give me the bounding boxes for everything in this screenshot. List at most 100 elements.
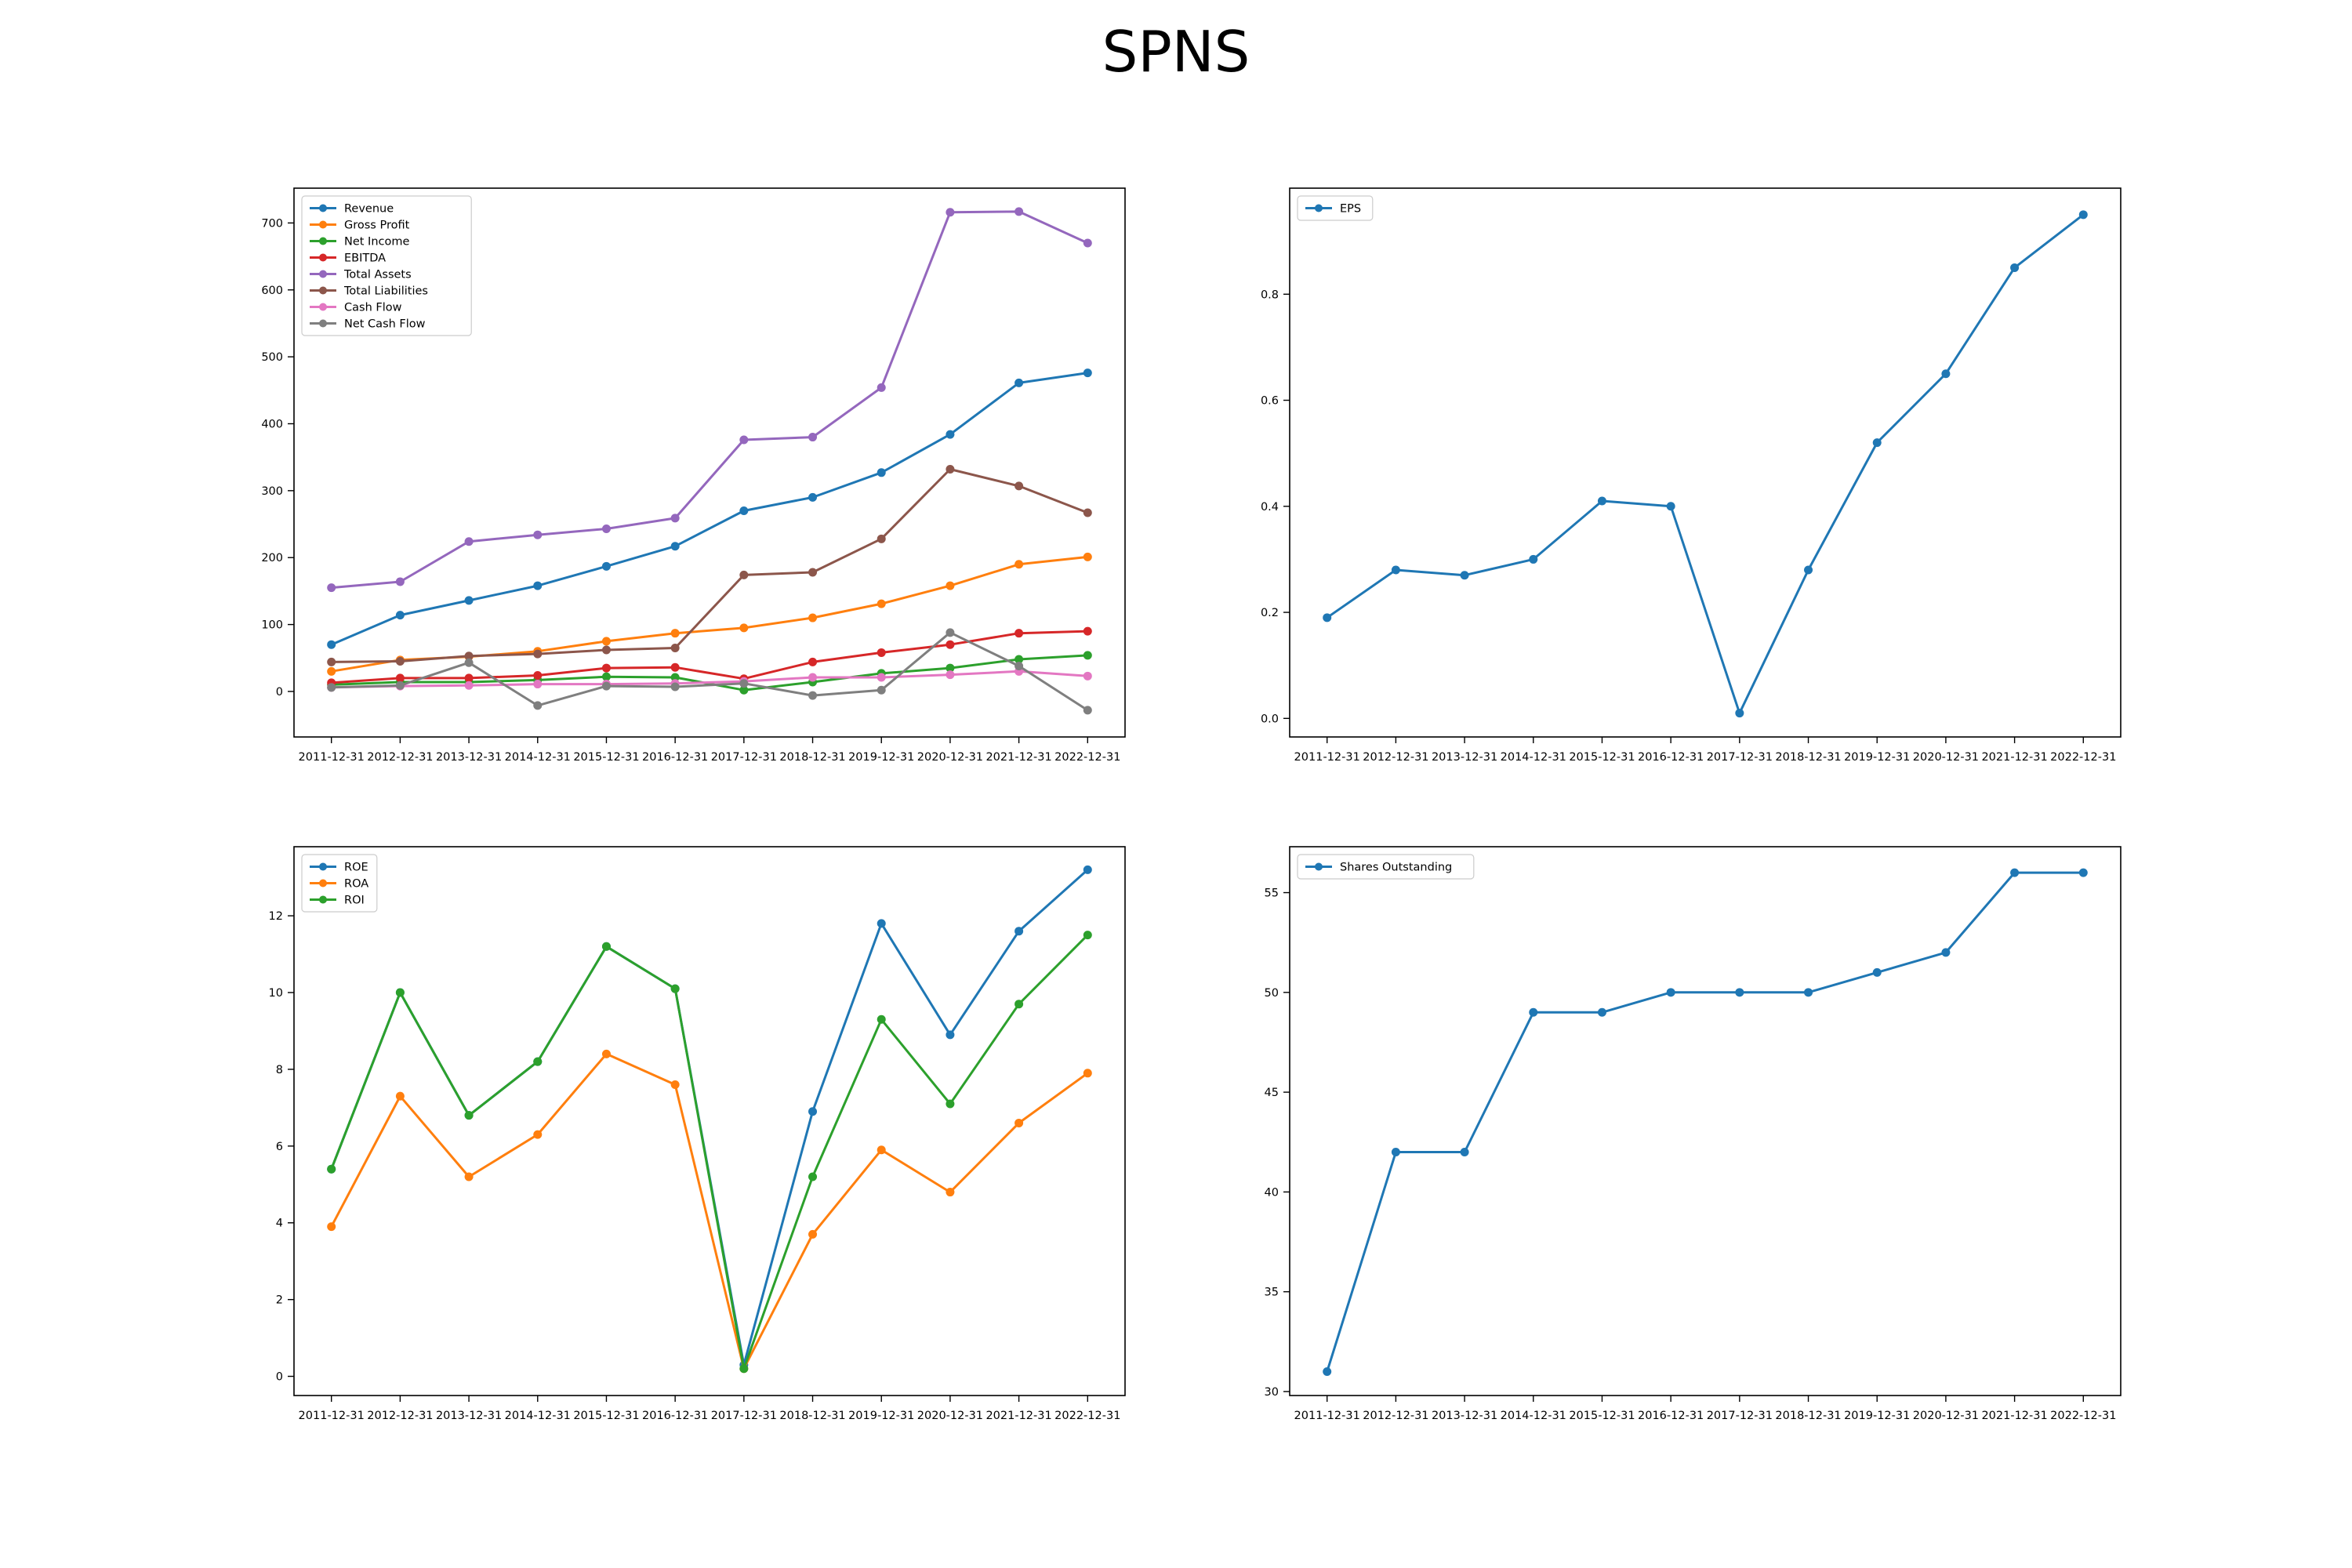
y-tick-label: 4 [276, 1218, 283, 1230]
data-point [464, 673, 474, 683]
legend-label: Total Assets [343, 269, 412, 281]
x-tick-label: 2016-12-31 [1638, 751, 1704, 764]
data-point [808, 657, 818, 666]
data-point [1666, 988, 1675, 997]
x-tick-label: 2016-12-31 [642, 1410, 708, 1422]
x-tick-label: 2012-12-31 [1363, 751, 1428, 764]
y-tick-label: 0 [276, 686, 283, 699]
legend-marker [319, 253, 327, 262]
x-tick-label: 2011-12-31 [1294, 751, 1360, 764]
data-point [808, 691, 818, 700]
y-tick-label: 45 [1265, 1087, 1279, 1099]
data-point [533, 680, 543, 689]
data-point [670, 662, 680, 672]
data-point [533, 530, 543, 539]
data-point [1083, 508, 1092, 517]
data-point [1014, 927, 1024, 936]
y-tick-label: 500 [261, 351, 283, 364]
data-point [877, 919, 886, 928]
y-tick-label: 55 [1265, 887, 1279, 900]
data-point [946, 640, 955, 649]
series-line [331, 210, 1088, 590]
y-tick-label: 0.0 [1261, 713, 1279, 725]
data-point [808, 1172, 818, 1181]
data-point [464, 681, 474, 690]
data-point [670, 1080, 680, 1089]
data-point [327, 683, 336, 692]
legend: Shares Outstanding [1297, 854, 1475, 880]
legend: EPS [1297, 195, 1374, 221]
data-point [1872, 438, 1882, 448]
y-tick-label: 30 [1265, 1386, 1279, 1399]
data-point [808, 1229, 818, 1239]
data-point [395, 673, 405, 683]
series-roi [327, 931, 1092, 1374]
x-tick-label: 2012-12-31 [1363, 1410, 1428, 1422]
data-point [327, 666, 336, 676]
legend-marker [319, 319, 327, 328]
data-point [1083, 1069, 1092, 1078]
data-point [808, 673, 818, 682]
data-point [1014, 1000, 1024, 1009]
series-roa [327, 1049, 1092, 1374]
data-point [739, 623, 749, 633]
data-point [1083, 671, 1092, 681]
data-point [601, 524, 611, 534]
data-point [946, 208, 955, 217]
data-point [1323, 1367, 1332, 1376]
data-point [1083, 706, 1092, 715]
data-point [464, 1111, 474, 1120]
data-point [946, 663, 955, 673]
data-point [877, 1145, 886, 1155]
series-ebitda [327, 626, 1092, 688]
x-tick-label: 2018-12-31 [779, 751, 845, 764]
data-point [395, 988, 405, 997]
x-tick-label: 2015-12-31 [1569, 1410, 1635, 1422]
data-point [877, 468, 886, 477]
data-point [739, 1364, 749, 1374]
series-line [331, 372, 1088, 646]
series-line [1326, 213, 2085, 715]
data-point [1083, 651, 1092, 660]
data-point [946, 465, 955, 474]
data-point [1804, 988, 1813, 997]
data-point [1391, 565, 1400, 575]
data-point [1014, 560, 1024, 569]
x-tick-label: 2013-12-31 [436, 751, 502, 764]
data-point [2010, 868, 2020, 877]
data-point [1391, 1147, 1400, 1156]
x-tick-label: 2014-12-31 [1501, 1410, 1566, 1422]
data-point [877, 534, 886, 543]
data-point [670, 629, 680, 638]
data-point [808, 492, 818, 502]
x-tick-label: 2020-12-31 [917, 751, 983, 764]
data-point [1014, 207, 1024, 216]
legend-label: Revenue [344, 203, 394, 216]
chart-4: 2011-12-31 2012-12-31 2013-12-31 2014-12-31… [1265, 846, 2122, 1422]
x-tick-label: 2019-12-31 [848, 751, 914, 764]
x-tick-label: 2021-12-31 [1981, 1410, 2047, 1422]
data-point [464, 658, 474, 667]
data-point [395, 577, 405, 586]
x-tick-label: 2019-12-31 [1844, 751, 1910, 764]
series-line [330, 1052, 1089, 1370]
data-point [395, 1091, 405, 1101]
legend-marker [319, 286, 327, 295]
data-point [1941, 369, 1951, 379]
x-tick-label: 2021-12-31 [985, 751, 1051, 764]
series-line [330, 869, 1089, 1367]
data-point [601, 681, 611, 691]
series-eps [1323, 210, 2088, 718]
chart-1: 2011-12-31 2012-12-31 2013-12-31 2014-12-31… [261, 187, 1126, 764]
x-tick-label: 2022-12-31 [2050, 1410, 2116, 1422]
x-tick-label: 2020-12-31 [917, 1410, 983, 1422]
legend-marker [319, 237, 327, 245]
series-line [1326, 871, 2084, 1372]
data-point [670, 984, 680, 993]
y-tick-label: 0.4 [1261, 501, 1279, 514]
x-tick-label: 2019-12-31 [848, 1410, 914, 1422]
data-point [946, 628, 955, 637]
x-tick-label: 2018-12-31 [1775, 751, 1841, 764]
x-tick-label: 2021-12-31 [985, 1410, 1051, 1422]
x-tick-label: 2016-12-31 [642, 751, 708, 764]
